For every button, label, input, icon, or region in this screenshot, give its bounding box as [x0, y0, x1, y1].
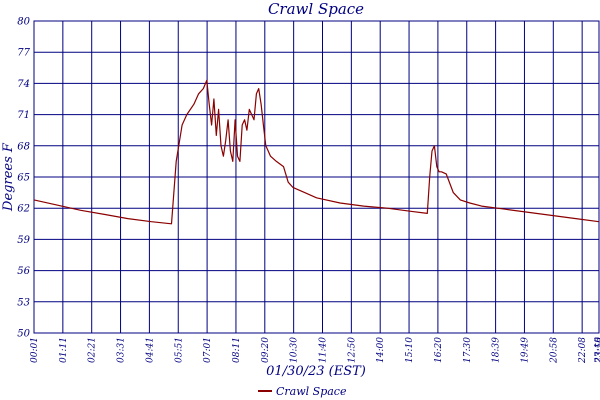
x-tick-label: 02:21 — [88, 337, 98, 363]
legend: Crawl Space — [258, 385, 347, 398]
x-tick-label: 18:39 — [492, 337, 502, 363]
x-tick-label: 20:58 — [549, 337, 559, 364]
x-tick-label: 07:01 — [203, 337, 213, 363]
x-tick-label: 01:11 — [59, 337, 69, 363]
x-tick-label: 16:20 — [434, 337, 444, 363]
series-line-crawl-space — [33, 79, 600, 225]
x-tick-label: 09:20 — [261, 337, 271, 363]
y-tick-label: 74 — [17, 79, 30, 90]
y-axis-label: Degrees F — [1, 142, 16, 212]
x-tick-label: 17:30 — [463, 337, 473, 363]
y-tick-label: 53 — [17, 297, 30, 308]
y-tick-label: 56 — [17, 266, 30, 277]
legend-label: Crawl Space — [276, 385, 347, 398]
y-tick-label: 68 — [17, 141, 30, 152]
x-tick-label: 05:51 — [174, 337, 184, 363]
y-tick-label: 62 — [17, 204, 30, 215]
x-tick-label: 19:49 — [520, 337, 530, 363]
y-tick-label: 50 — [17, 329, 30, 340]
x-tick-label: 14:00 — [376, 337, 386, 363]
chart-title: Crawl Space — [268, 0, 364, 18]
x-tick-label: 23:18 — [594, 337, 600, 364]
x-tick-label: 12:50 — [347, 337, 357, 363]
grid — [33, 20, 600, 334]
y-tick-label: 71 — [17, 110, 30, 121]
y-tick-label: 80 — [17, 17, 30, 28]
x-tick-label: 08:11 — [232, 337, 242, 363]
y-axis-ticks: 50 53 56 59 62 65 68 71 74 77 80 — [17, 17, 30, 340]
series-layer — [33, 79, 600, 225]
x-tick-label: 10:30 — [290, 337, 300, 363]
y-tick-label: 65 — [17, 173, 30, 184]
x-tick-label: 23:59 — [595, 337, 600, 364]
x-tick-label: 22:08 — [578, 337, 588, 364]
x-tick-label: 03:31 — [117, 337, 127, 363]
x-tick-label: 00:01 — [30, 337, 40, 363]
x-axis-label: 01/30/23 (EST) — [266, 364, 366, 379]
x-axis-ticks: 00:01 01:11 02:21 03:31 04:41 05:51 07:01 08:11… — [30, 337, 600, 364]
x-tick-label: 04:41 — [145, 337, 155, 363]
y-tick-label: 59 — [17, 235, 30, 246]
x-tick-label: 15:10 — [405, 337, 415, 363]
x-tick-label: 11:40 — [319, 337, 329, 363]
plot-frame — [33, 20, 600, 334]
y-tick-label: 77 — [17, 48, 30, 59]
